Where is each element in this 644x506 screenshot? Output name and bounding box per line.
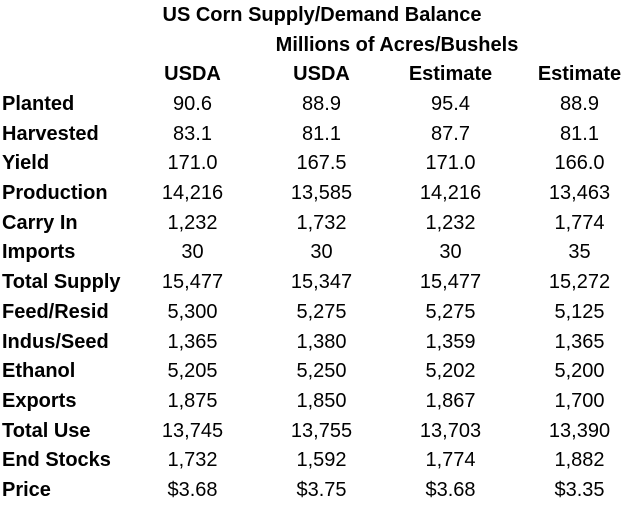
cell-value: 171.0: [425, 152, 476, 175]
cell-value: 15,477: [161, 271, 224, 294]
cell-value: 88.9: [302, 93, 341, 116]
row-label: Indus/Seed: [2, 330, 109, 353]
cell-value: 5,250: [296, 360, 347, 383]
cell-value: 166.0: [554, 152, 605, 175]
cell-value: 88.9: [560, 93, 599, 116]
table-subtitle: Millions of Acres/Bushels: [275, 34, 519, 56]
cell-value: 1,232: [425, 211, 476, 234]
cell-value: 14,216: [419, 182, 482, 205]
row-label: Yield: [2, 152, 50, 175]
table-row: Total Supply 15,477 15,347 15,477 15,272: [0, 268, 644, 298]
row-label: Price: [2, 478, 51, 501]
cell-value: 5,275: [425, 300, 476, 323]
cell-value: 1,850: [296, 389, 347, 412]
row-label: Feed/Resid: [2, 300, 109, 323]
cell-value: 5,200: [554, 360, 605, 383]
cell-value: 5,202: [425, 360, 476, 383]
cell-value: 13,585: [290, 182, 353, 205]
table-row: Planted 90.6 88.9 95.4 88.9: [0, 90, 644, 120]
cell-value: 167.5: [296, 152, 347, 175]
cell-value: 1,867: [425, 389, 476, 412]
cell-value: 1,875: [167, 389, 218, 412]
cell-value: 90.6: [173, 93, 212, 116]
cell-value: 35: [568, 241, 591, 264]
row-label: Production: [2, 182, 108, 205]
table-row: Yield 171.0 167.5 171.0 166.0: [0, 149, 644, 179]
row-label: Harvested: [2, 122, 99, 145]
row-label: Exports: [2, 389, 77, 412]
table-row: Feed/Resid 5,300 5,275 5,275 5,125: [0, 298, 644, 328]
column-header-usda-2: USDA: [293, 63, 350, 86]
cell-value: 1,774: [554, 211, 605, 234]
table-row: Indus/Seed 1,365 1,380 1,359 1,365: [0, 327, 644, 357]
cell-value: 171.0: [167, 152, 218, 175]
cell-value: 1,365: [554, 330, 605, 353]
column-header-estimate-1: Estimate: [408, 63, 493, 86]
cell-value: 87.7: [431, 122, 470, 145]
cell-value: 15,477: [419, 271, 482, 294]
cell-value: 30: [439, 241, 462, 264]
row-label: Imports: [2, 241, 76, 264]
corn-balance-table: USDA USDA Estimate Estimate Planted 90.6 8…: [0, 60, 644, 505]
row-label-header: [0, 60, 128, 90]
column-header-usda-1: USDA: [164, 63, 221, 86]
cell-value: 13,463: [548, 182, 611, 205]
table-title: US Corn Supply/Demand Balance: [162, 4, 482, 26]
table-row: End Stocks 1,732 1,592 1,774 1,882: [0, 446, 644, 476]
cell-value: 30: [181, 241, 204, 264]
cell-value: 13,755: [290, 419, 353, 442]
row-label: Total Supply: [2, 271, 121, 294]
table-row: Total Use 13,745 13,755 13,703 13,390: [0, 416, 644, 446]
cell-value: 1,700: [554, 389, 605, 412]
row-label: Total Use: [2, 419, 91, 442]
cell-value: 5,125: [554, 300, 605, 323]
cell-value: 15,347: [290, 271, 353, 294]
cell-value: 13,703: [419, 419, 482, 442]
cell-value: 1,232: [167, 211, 218, 234]
table-row: Harvested 83.1 81.1 87.7 81.1: [0, 119, 644, 149]
cell-value: 1,774: [425, 449, 476, 472]
table-row: Exports 1,875 1,850 1,867 1,700: [0, 387, 644, 417]
cell-value: 83.1: [173, 122, 212, 145]
cell-value: 1,365: [167, 330, 218, 353]
cell-value: 1,732: [167, 449, 218, 472]
cell-value: 5,275: [296, 300, 347, 323]
cell-value: 5,205: [167, 360, 218, 383]
row-label: Ethanol: [2, 360, 76, 383]
cell-value: 13,390: [548, 419, 611, 442]
cell-value: 81.1: [560, 122, 599, 145]
table-row: Price $3.68 $3.75 $3.68 $3.35: [0, 476, 644, 506]
cell-value: 1,592: [296, 449, 347, 472]
cell-value: 1,359: [425, 330, 476, 353]
row-label: End Stocks: [2, 449, 111, 472]
row-label: Carry In: [2, 211, 78, 234]
cell-value: $3.68: [425, 478, 476, 501]
cell-value: 15,272: [548, 271, 611, 294]
cell-value: 1,732: [296, 211, 347, 234]
cell-value: 5,300: [167, 300, 218, 323]
cell-value: 1,882: [554, 449, 605, 472]
cell-value: $3.35: [554, 478, 605, 501]
cell-value: 81.1: [302, 122, 341, 145]
cell-value: 14,216: [161, 182, 224, 205]
column-header-estimate-2: Estimate: [537, 63, 622, 86]
row-label: Planted: [2, 93, 75, 116]
column-header-row: USDA USDA Estimate Estimate: [0, 60, 644, 90]
table-row: Carry In 1,232 1,732 1,232 1,774: [0, 208, 644, 238]
table-row: Ethanol 5,205 5,250 5,202 5,200: [0, 357, 644, 387]
table-row: Imports 30 30 30 35: [0, 238, 644, 268]
cell-value: $3.68: [167, 478, 218, 501]
cell-value: 95.4: [431, 93, 470, 116]
cell-value: 30: [310, 241, 333, 264]
cell-value: 1,380: [296, 330, 347, 353]
cell-value: $3.75: [296, 478, 347, 501]
table-row: Production 14,216 13,585 14,216 13,463: [0, 179, 644, 209]
cell-value: 13,745: [161, 419, 224, 442]
